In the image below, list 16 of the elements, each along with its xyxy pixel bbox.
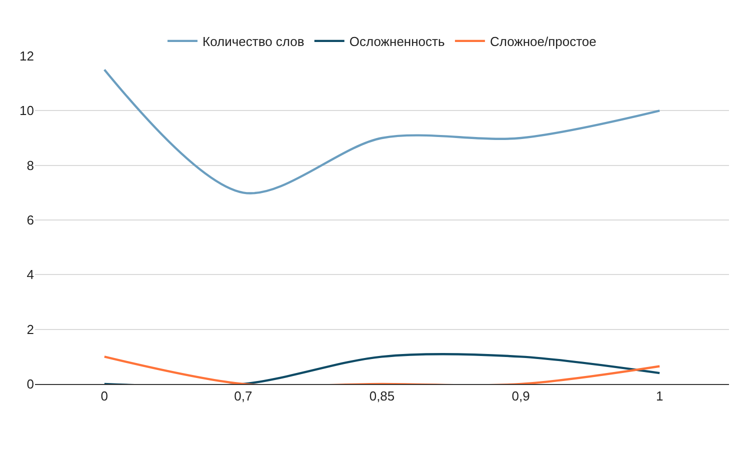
x-tick-label: 1 [656,388,664,404]
x-tick-label: 0,85 [369,388,395,404]
y-tick-label: 6 [26,212,34,228]
line-series [103,68,661,194]
legend-label: Осложненность [349,34,445,50]
y-tick-label: 12 [20,48,34,64]
y-tick-label: 10 [20,103,34,118]
y-tick-label: 4 [26,267,34,282]
legend-label: Количество слов [202,34,304,50]
y-tick-label: 2 [26,322,34,337]
x-tick-label: 0 [100,388,108,404]
y-tick-label: 8 [26,158,34,173]
x-tick-label: 0,9 [512,388,530,404]
legend-label: Сложное/простое [490,34,596,50]
x-tick-label: 0,7 [234,388,252,404]
y-tick-label: 0 [26,376,34,392]
